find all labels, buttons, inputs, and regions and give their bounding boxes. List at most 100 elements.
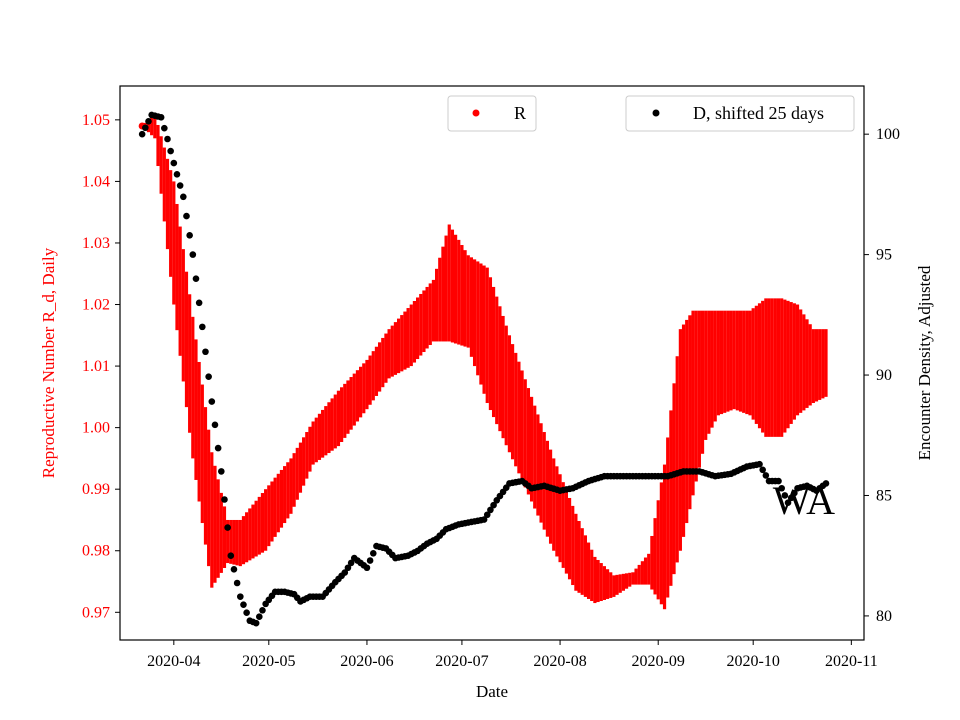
r-daily-bar: [146, 119, 151, 133]
r-daily-bar: [371, 351, 375, 401]
r-daily-bar: [567, 497, 572, 580]
r-daily-bar: [605, 569, 610, 599]
r-daily-bar: [542, 432, 546, 530]
y-left-tick-label: 1.02: [82, 297, 110, 314]
r-daily-bar: [298, 442, 303, 493]
d-point: [344, 564, 352, 572]
r-daily-bar: [340, 387, 344, 442]
r-daily-bar: [159, 136, 163, 194]
r-daily-bar: [662, 464, 667, 610]
legend-r-marker: [472, 109, 480, 117]
r-daily-bar: [523, 379, 527, 488]
d-point: [341, 569, 349, 576]
r-daily-bar: [438, 257, 442, 342]
r-daily-bar: [811, 329, 815, 404]
r-daily-bar: [552, 458, 556, 551]
r-daily-bar: [672, 383, 676, 575]
r-daily-bar: [292, 453, 296, 507]
x-tick-label: 2020-08: [533, 653, 586, 670]
r-daily-bar: [469, 257, 474, 357]
r-daily-bar: [764, 298, 768, 437]
r-daily-bar: [450, 229, 455, 343]
d-point: [186, 232, 193, 239]
r-daily-bar: [434, 268, 439, 342]
r-daily-bar: [704, 310, 708, 440]
r-daily-bar: [561, 482, 565, 568]
r-daily-bar: [732, 310, 736, 410]
r-daily-bar: [599, 563, 603, 602]
r-daily-bar: [374, 346, 379, 396]
r-daily-bar: [226, 519, 230, 564]
d-point: [230, 566, 238, 573]
r-daily-bar: [390, 325, 394, 377]
r-daily-bar: [533, 405, 537, 509]
y-right-tick-label: 80: [876, 608, 892, 625]
r-daily-bar: [229, 519, 233, 564]
d-point: [762, 472, 770, 479]
r-daily-bar: [647, 553, 651, 585]
r-daily-bar: [536, 414, 540, 516]
r-daily-bar: [422, 290, 426, 353]
r-daily-bar: [700, 310, 705, 454]
d-point: [490, 501, 497, 509]
r-daily-bar: [200, 384, 204, 524]
r-daily-bar: [400, 315, 404, 372]
r-daily-bar: [640, 561, 644, 585]
legend-r: R: [447, 95, 537, 132]
plot-frame: [119, 85, 865, 641]
r-daily-bar: [609, 572, 613, 598]
d-point: [756, 460, 763, 468]
r-daily-bar: [786, 300, 790, 429]
d-point: [369, 549, 377, 557]
region-annotation: WA: [773, 478, 835, 523]
d-point: [205, 373, 212, 380]
r-daily-bar: [716, 310, 720, 416]
r-daily-bar: [384, 333, 388, 383]
x-tick-label: 2020-06: [340, 653, 393, 670]
y-right-tick-label: 95: [876, 247, 892, 264]
r-daily-bar: [270, 481, 274, 542]
d-point: [781, 492, 789, 499]
d-point: [791, 489, 798, 497]
r-daily-bar: [321, 409, 325, 458]
r-daily-bar: [688, 315, 692, 510]
r-daily-bar: [210, 452, 214, 588]
r-daily-bar: [286, 462, 290, 519]
r-daily-bar: [697, 310, 701, 468]
r-daily-bar: [194, 339, 198, 480]
r-daily-bar: [197, 361, 201, 502]
d-point: [189, 251, 197, 258]
r-daily-bar: [694, 310, 698, 482]
r-daily-bar: [175, 203, 179, 331]
r-daily-bar: [352, 373, 356, 426]
r-daily-bar: [761, 300, 765, 433]
d-series-layer: [138, 111, 830, 627]
d-point: [487, 506, 494, 514]
r-daily-bar: [472, 259, 477, 367]
d-point: [237, 593, 244, 600]
d-point: [775, 477, 782, 485]
r-daily-bar: [799, 309, 803, 413]
y-right-tick-label: 100: [876, 126, 900, 143]
r-daily-bar: [659, 482, 663, 605]
r-daily-bar: [631, 572, 635, 585]
r-daily-bar: [735, 310, 739, 411]
r-daily-bar: [153, 113, 157, 139]
r-daily-bar: [504, 325, 508, 446]
r-daily-bar: [643, 557, 648, 585]
r-daily-bar: [251, 504, 255, 559]
y-left-tick-label: 0.99: [82, 481, 110, 498]
r-daily-bar: [612, 575, 616, 597]
r-daily-bar: [748, 310, 752, 416]
x-axis-label: Date: [476, 682, 508, 701]
y-axis-left: 0.97 0.98 0.99 1.00 1.01 1.02 1.03 1.04 1.05: [82, 112, 120, 621]
d-point: [784, 499, 792, 507]
r-daily-bar: [276, 473, 280, 533]
d-point: [363, 564, 371, 572]
r-daily-bar: [637, 564, 641, 585]
r-daily-bar: [368, 355, 372, 405]
d-point: [176, 182, 184, 189]
r-daily-bar: [805, 319, 809, 408]
r-daily-bar: [669, 410, 673, 586]
